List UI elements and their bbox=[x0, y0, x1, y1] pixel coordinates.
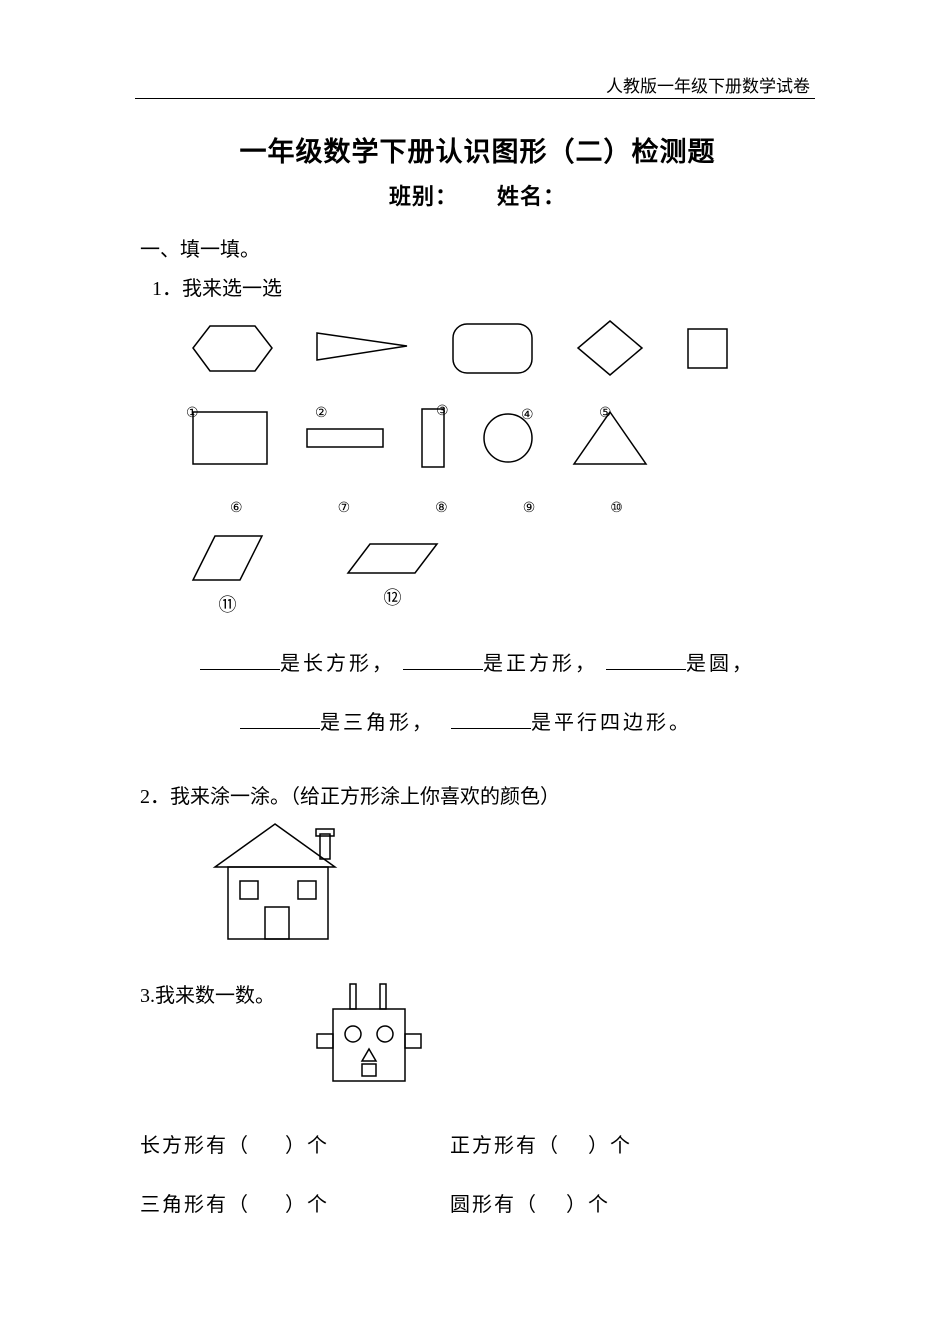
header-divider bbox=[135, 98, 815, 99]
text-triangle: 是三角形， bbox=[320, 712, 443, 734]
count-triangle: 三角形有（ ）个 bbox=[140, 1188, 450, 1217]
text-circle: 是圆， bbox=[686, 653, 755, 675]
text-para: 是平行四边形。 bbox=[531, 712, 692, 734]
shape-row-1 bbox=[190, 313, 815, 383]
label-circled-7: ⑦ bbox=[338, 500, 351, 517]
count-rect: 长方形有（ ）个 bbox=[140, 1129, 450, 1158]
blank-para[interactable] bbox=[451, 728, 531, 729]
label-circled-4: ④ bbox=[521, 407, 534, 424]
count-circle: 圆形有（ ）个 bbox=[450, 1188, 760, 1217]
section-1-heading: 一、填一填。 bbox=[140, 233, 815, 262]
shape-small-square bbox=[685, 326, 730, 371]
shape-11-parallelogram: ⑪ bbox=[190, 533, 265, 617]
header-source-text: 人教版一年级下册数学试卷 bbox=[606, 72, 810, 97]
shape-row-2: ① ② ③ ④ ⑤ bbox=[190, 403, 815, 473]
page-subtitle: 班别： 姓名： bbox=[140, 179, 815, 211]
class-label: 班别： bbox=[389, 184, 458, 209]
shape-8-tall-rect: ③ bbox=[420, 407, 446, 469]
label-11: ⑪ bbox=[219, 591, 237, 617]
page-title: 一年级数学下册认识图形（二）检测题 bbox=[140, 130, 815, 169]
q3-count-row-1: 长方形有（ ）个 正方形有（ ）个 bbox=[140, 1129, 815, 1158]
q3-robot-figure bbox=[305, 979, 435, 1099]
label-circled-9: ⑨ bbox=[523, 500, 536, 517]
shape-6-rect: ① bbox=[190, 409, 270, 467]
blank-square[interactable] bbox=[403, 669, 483, 670]
q3-count-row-2: 三角形有（ ）个 圆形有（ ）个 bbox=[140, 1188, 815, 1217]
q1-shapes: ① ② ③ ④ ⑤ ⑥ ⑦ ⑧ ⑨ ⑩ ⑪ bbox=[190, 313, 815, 617]
q2-label: 2．我来涂一涂。（给正方形涂上你喜欢的颜色） bbox=[140, 780, 815, 809]
shape-10-triangle: ⑤ bbox=[571, 409, 649, 467]
shape-rounded-rect bbox=[450, 321, 535, 376]
shape-row-3: ⑥ ⑦ ⑧ ⑨ ⑩ bbox=[230, 493, 815, 523]
q1-answer-line-1: 是长方形， 是正方形， 是圆， bbox=[200, 647, 815, 676]
label-circled-6: ⑥ bbox=[230, 500, 243, 517]
shape-7-thin-rect: ② bbox=[305, 427, 385, 449]
shape-triangle-long bbox=[315, 328, 410, 368]
q1-answer-line-2: 是三角形， 是平行四边形。 bbox=[240, 706, 815, 735]
name-label: 姓名： bbox=[497, 184, 566, 209]
blank-rect[interactable] bbox=[200, 669, 280, 670]
blank-circle[interactable] bbox=[606, 669, 686, 670]
shape-9-circle: ④ bbox=[481, 411, 536, 466]
label-circled-5: ⑤ bbox=[599, 405, 612, 422]
text-square: 是正方形， bbox=[483, 653, 598, 675]
label-circled-10: ⑩ bbox=[610, 500, 623, 517]
label-circled-1: ① bbox=[186, 405, 199, 422]
blank-triangle[interactable] bbox=[240, 728, 320, 729]
q1-label: 1．我来选一选 bbox=[152, 272, 815, 301]
q3-row: 3.我来数一数。 bbox=[140, 979, 815, 1099]
label-circled-2: ② bbox=[315, 405, 328, 422]
shape-row-4: ⑪ ⑫ bbox=[190, 533, 815, 617]
text-rect: 是长方形， bbox=[280, 653, 395, 675]
label-circled-8: ⑧ bbox=[435, 500, 448, 517]
label-12: ⑫ bbox=[384, 584, 402, 610]
q3-label: 3.我来数一数。 bbox=[140, 979, 275, 1008]
q2-house-figure bbox=[210, 819, 815, 949]
label-circled-3: ③ bbox=[436, 403, 449, 420]
shape-diamond bbox=[575, 318, 645, 378]
count-square: 正方形有（ ）个 bbox=[450, 1129, 760, 1158]
shape-hexagon bbox=[190, 321, 275, 376]
shape-12-parallelogram-flat: ⑫ bbox=[345, 541, 440, 610]
